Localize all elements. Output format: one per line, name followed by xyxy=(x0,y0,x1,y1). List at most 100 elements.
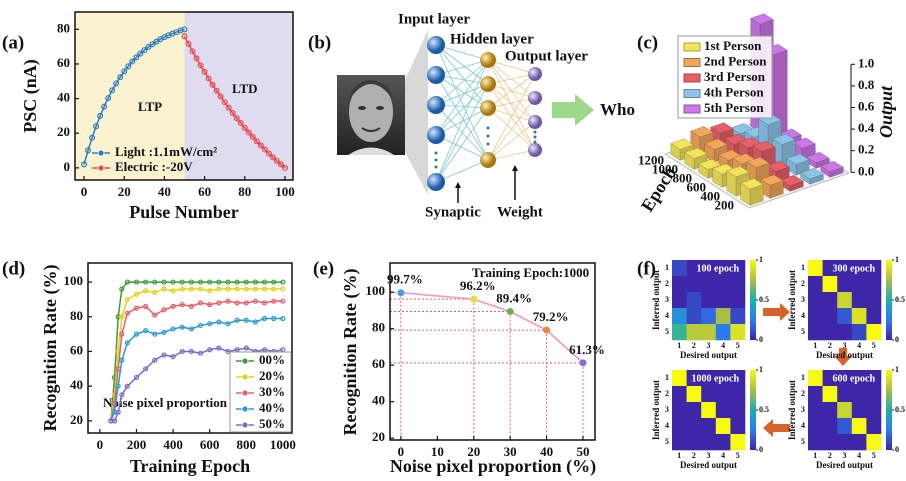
legend-label: 30% xyxy=(259,384,285,399)
z-tick-label: 0.0 xyxy=(858,163,874,178)
colorbar-label: 0 xyxy=(895,445,899,454)
x-tick-label: 100 xyxy=(275,184,295,199)
z-tick-label: 0.8 xyxy=(858,77,875,92)
bar-face xyxy=(670,138,694,150)
heatmap-cell xyxy=(866,434,882,451)
legend-label: 00% xyxy=(259,352,285,367)
input-neuron xyxy=(427,173,445,191)
plot-frame xyxy=(74,11,294,181)
legend-label: 3rd Person xyxy=(704,69,766,84)
bar-face xyxy=(772,133,796,145)
data-point xyxy=(111,418,118,424)
heatmap-cell xyxy=(851,276,867,293)
y-tick-label: 2 xyxy=(801,279,805,288)
data-point xyxy=(265,150,272,157)
colorbar-label: 0.5 xyxy=(895,295,905,304)
annotation: Training Epoch:1000 xyxy=(472,265,589,280)
data-point xyxy=(143,366,149,372)
data-point xyxy=(252,279,259,285)
data-point xyxy=(225,298,231,304)
ltp-region xyxy=(75,12,185,180)
series-line xyxy=(110,300,283,422)
x-tick-label: 4 xyxy=(721,341,725,350)
colorbar-label: 0 xyxy=(895,335,899,344)
ellipsis-dot xyxy=(486,134,490,138)
y-axis-title: Recognition Rate (%) xyxy=(340,269,361,436)
bar-face xyxy=(750,13,774,25)
heatmap-cell xyxy=(837,308,853,325)
data-point xyxy=(269,154,276,161)
colorbar-label: 1 xyxy=(759,255,763,264)
heatmap-cell xyxy=(866,402,882,419)
output-neuron xyxy=(528,115,542,129)
x-tick-label: 2 xyxy=(828,341,832,350)
y-tick-label: 80 xyxy=(70,308,83,323)
data-point xyxy=(179,348,185,355)
synapse xyxy=(435,74,489,161)
data-point xyxy=(124,383,130,389)
data-point xyxy=(121,68,128,75)
data-point xyxy=(179,279,185,285)
data-point xyxy=(243,317,249,323)
trend-line xyxy=(400,291,584,364)
x-tick-label: 600 xyxy=(200,437,220,452)
x-tick-label: 5 xyxy=(736,341,740,350)
heatmap-title: 1000 epoch xyxy=(692,373,740,384)
heatmap-cell xyxy=(715,260,731,277)
bar-face xyxy=(820,161,844,173)
y-tick-label: 60 xyxy=(70,342,83,357)
data-point xyxy=(271,298,277,304)
legend-marker xyxy=(241,421,249,429)
bar-face xyxy=(684,147,708,159)
input-neuron xyxy=(427,126,445,144)
heatmap-cell xyxy=(715,276,731,293)
y-tick-label: 1 xyxy=(801,373,805,382)
heatmap-cell xyxy=(822,276,838,293)
heatmap-cell xyxy=(808,308,823,325)
ellipsis-dot xyxy=(533,130,537,134)
heatmap-cell xyxy=(686,324,702,341)
legend-label: 2nd Person xyxy=(704,53,767,68)
y-tick-label: 1 xyxy=(665,263,669,272)
data-point xyxy=(143,303,149,309)
synapse xyxy=(487,149,536,161)
heatmap-cell xyxy=(730,418,746,435)
heatmap-cell xyxy=(866,308,882,325)
x-tick-label: 2 xyxy=(828,451,832,460)
y-tick-label: 5 xyxy=(801,437,805,446)
hair xyxy=(349,80,393,100)
data-point xyxy=(280,279,286,285)
data-point xyxy=(188,303,194,309)
legend-marker xyxy=(241,357,249,365)
data-point xyxy=(216,279,222,285)
series-line xyxy=(110,288,283,421)
data-point xyxy=(225,279,231,285)
x-tick-label: 1 xyxy=(677,341,681,350)
data-point xyxy=(221,99,228,106)
heatmap-cell xyxy=(686,370,702,387)
heatmap-cell xyxy=(686,276,702,293)
data-point xyxy=(225,321,231,327)
y-tick-label: 80 xyxy=(57,20,70,35)
x-tick-label: 5 xyxy=(872,451,876,460)
x-tick-label: 1000 xyxy=(652,161,678,176)
value-label: 61.3% xyxy=(569,342,605,357)
collar xyxy=(348,147,394,155)
synapse xyxy=(435,59,489,76)
colorbar-label: 1 xyxy=(895,255,899,264)
network-diagram: (b) Who Input layer Hidden layer Output … xyxy=(308,11,635,220)
x-tick-label: 5 xyxy=(872,341,876,350)
bar-face xyxy=(740,178,764,190)
x-tick-label: 200 xyxy=(715,197,735,212)
heatmap-cell xyxy=(701,370,717,387)
bar xyxy=(740,178,764,206)
layer-label: Hidden layer xyxy=(450,31,534,47)
data-point xyxy=(119,286,125,292)
synapse xyxy=(487,73,536,109)
legend-swatch xyxy=(683,104,701,114)
bar-face xyxy=(806,152,830,164)
legend-marker xyxy=(97,149,105,157)
x-tick-label: 0 xyxy=(398,444,405,459)
y-tick-label: 3 xyxy=(801,405,805,414)
series-line xyxy=(110,317,283,422)
